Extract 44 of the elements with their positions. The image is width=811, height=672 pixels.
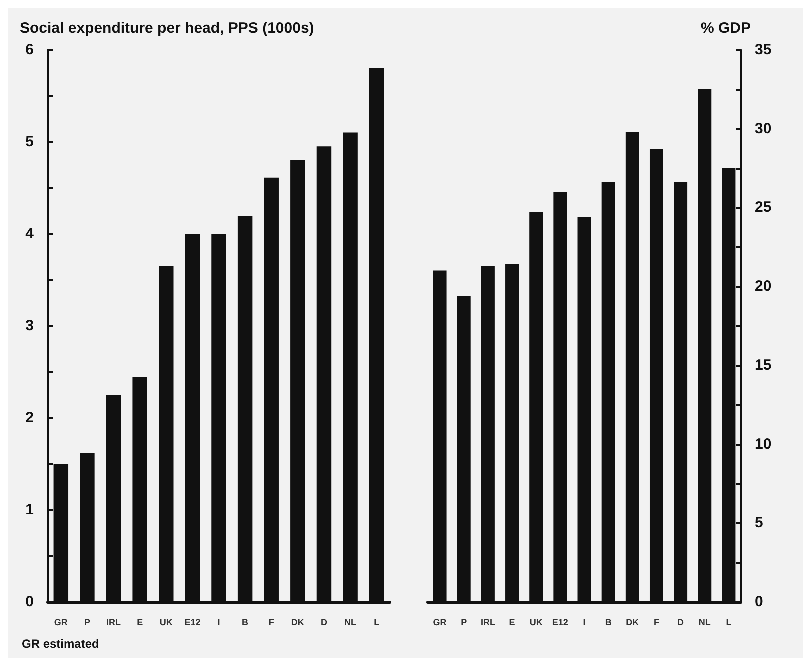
y-tick-label: 1	[26, 502, 34, 518]
x-tick-label: L	[374, 618, 380, 628]
y2-tick-label: 30	[755, 120, 772, 138]
y-tick-label: 0	[26, 594, 34, 610]
x-tick-label: D	[320, 618, 328, 628]
y2-tick-label: 5	[755, 514, 764, 532]
x-tick-label: GR	[433, 618, 448, 628]
x-tick-label: I	[583, 618, 586, 628]
x-tick-label: DK	[626, 618, 640, 628]
x-tick-label: D	[678, 618, 685, 628]
x-tick-label: B	[242, 618, 250, 628]
y-tick-label: 5	[26, 134, 34, 150]
y-tick-label: 2	[26, 410, 34, 426]
x-tick-label: DK	[291, 618, 305, 628]
x-tick-label: F	[654, 618, 660, 628]
x-tick-label: P	[84, 618, 90, 628]
x-tick-label: UK	[530, 618, 544, 628]
y2-tick-label: 25	[755, 199, 772, 216]
y2-axis-title: % GDP	[700, 20, 751, 37]
x-tick-label: I	[218, 618, 220, 628]
y-tick-label: 4	[26, 226, 35, 242]
x-tick-label: IRL	[106, 618, 122, 628]
x-tick-label: E	[509, 618, 516, 628]
x-tick-label: F	[268, 618, 275, 628]
x-tick-label: NL	[344, 618, 358, 628]
x-tick-label: L	[726, 618, 732, 628]
y2-tick-label: 20	[755, 278, 772, 296]
x-tick-label: IRL	[480, 618, 496, 628]
x-tick-label: E12	[184, 618, 201, 628]
x-tick-label: E12	[552, 618, 568, 628]
y-tick-label: 3	[26, 318, 34, 334]
x-tick-label: B	[605, 618, 612, 628]
y2-tick-label: 15	[755, 356, 772, 374]
x-tick-label: UK	[160, 618, 174, 628]
x-tick-label: P	[461, 618, 468, 628]
x-tick-label: NL	[698, 618, 712, 628]
y2-tick-label: 35	[755, 42, 772, 58]
x-tick-label: E	[137, 618, 144, 628]
y-axis-title: Social expenditure per head, PPS (1000s)	[20, 20, 314, 37]
y-tick-label: 6	[26, 42, 34, 58]
text: GR estimated	[22, 637, 100, 651]
y2-tick-label: 10	[755, 436, 772, 453]
y2-tick-label: 0	[755, 594, 764, 610]
x-tick-label: GR	[54, 618, 68, 628]
